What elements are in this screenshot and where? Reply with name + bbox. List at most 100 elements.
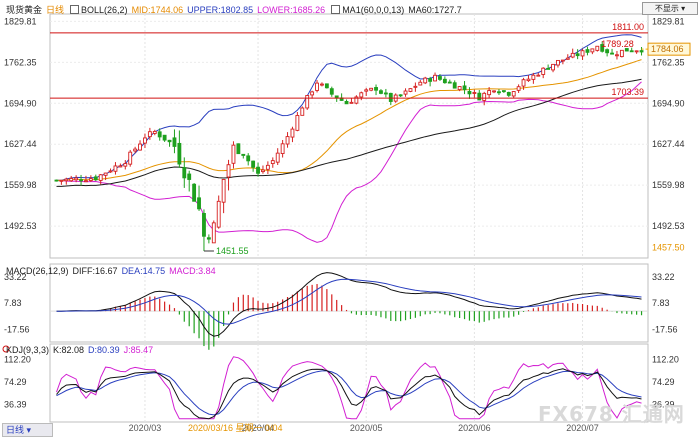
boll-mid-line: [56, 59, 642, 181]
kdj-k: K:82.08: [53, 345, 85, 355]
kdj-j: J:85.47: [123, 345, 154, 355]
candle-body: [270, 160, 275, 165]
candle-body: [261, 169, 265, 173]
candle-body: [516, 86, 521, 91]
boll-lower: LOWER:1685.26: [257, 5, 326, 15]
candle-body: [565, 57, 570, 60]
macd-tick-left: -17.56: [4, 324, 30, 334]
candle-body: [403, 90, 408, 95]
candle-body: [364, 89, 369, 92]
checkbox-icon[interactable]: [70, 5, 80, 14]
candle-body: [147, 131, 152, 138]
candle-body: [349, 101, 354, 104]
hide-indicator-button[interactable]: 不显示 ▾: [642, 2, 698, 15]
candle-body: [221, 179, 226, 203]
macd-dea-line: [56, 278, 642, 325]
boll-lower-line: [56, 81, 642, 243]
candle-body: [595, 45, 600, 51]
candle-body: [320, 83, 324, 86]
macd-dea: DEA:14.75: [121, 266, 166, 276]
candle-body: [452, 82, 457, 89]
crosshair-icon: [2, 345, 10, 353]
main-panel-frame: [49, 13, 649, 259]
candle-body: [241, 153, 246, 156]
macd-tick-left: 33.22: [4, 272, 27, 282]
candle-body: [172, 137, 177, 147]
kdj-tick-right: 74.29: [652, 377, 675, 387]
candle-body: [457, 86, 462, 91]
candle-body: [590, 48, 595, 53]
candle-body: [113, 165, 118, 172]
period-select-button[interactable]: 日线 ▾: [2, 423, 53, 437]
candle-body: [329, 88, 334, 95]
candle-body: [226, 164, 231, 178]
candle-body: [216, 200, 221, 228]
candle-body: [546, 67, 551, 70]
candle-body: [497, 91, 501, 94]
candle-body: [398, 94, 403, 97]
ma-name: MA1(60,0,0,13): [342, 5, 405, 15]
checkbox-icon[interactable]: [331, 5, 341, 14]
candle-body: [615, 54, 619, 57]
candle-body: [133, 148, 138, 152]
candle-body: [54, 179, 59, 182]
x-tick-label: 2020/07: [566, 423, 599, 433]
last-price-tag: [647, 42, 691, 56]
candle-body: [442, 78, 447, 84]
candle-body: [246, 155, 251, 162]
candle-body: [64, 178, 69, 182]
candle-body: [256, 166, 260, 174]
period-tag: 日线: [46, 5, 65, 15]
candle-body: [187, 173, 192, 180]
candle-body: [383, 92, 388, 95]
price-level-label: 1811.00: [612, 22, 644, 32]
macd-tick-right: 33.22: [652, 272, 675, 282]
instrument-name: 现货黄金: [6, 5, 43, 15]
boll-mid: MID:1744.06: [131, 5, 184, 15]
candle-body: [206, 237, 211, 240]
macd-diff-line: [56, 272, 642, 337]
candle-body: [388, 92, 393, 102]
x-tick-label: 2020/03: [129, 423, 162, 433]
candle-body: [157, 131, 162, 138]
y-tick-right: 1694.90: [652, 98, 685, 108]
kdj-tick-left: 74.29: [4, 377, 27, 387]
candle-body: [84, 180, 88, 183]
candle-body: [143, 137, 147, 144]
y-tick-left: 1559.98: [4, 180, 37, 190]
kdj-panel-frame: [49, 343, 649, 423]
candle-body: [423, 77, 428, 84]
candle-body: [285, 136, 290, 145]
candle-body: [379, 90, 383, 94]
candle-body: [418, 81, 423, 86]
candle-body: [531, 74, 536, 80]
price-level-label: 1703.39: [611, 87, 644, 97]
candle-body: [103, 172, 108, 176]
kdj-tick-right: 112.20: [652, 354, 679, 364]
candle-body: [69, 178, 74, 182]
candle-body: [138, 143, 142, 151]
candle-body: [521, 79, 526, 87]
candle-body: [374, 87, 378, 91]
candle-body: [236, 143, 241, 155]
candle-body: [344, 101, 349, 105]
candle-body: [354, 96, 359, 104]
candle-body: [560, 59, 565, 62]
kdj-header: KDJ(9,3,3) K:82.08 D:80.39 J:85.47: [6, 345, 157, 355]
candle-body: [177, 142, 182, 165]
candle-body: [506, 91, 511, 96]
x-tick-label: 2020/06: [458, 423, 491, 433]
y-tick-left: 1762.35: [4, 57, 37, 67]
fx678-logo: FX678 汇通网: [538, 402, 685, 426]
candle-body: [570, 52, 575, 58]
y-tick-left: 1694.90: [4, 98, 37, 108]
candle-body: [211, 222, 216, 244]
candle-body: [580, 50, 585, 57]
boll-name: BOLL(26,2): [81, 5, 128, 15]
boll-upper: UPPER:1802.85: [187, 5, 254, 15]
candle-body: [610, 52, 614, 55]
candle-body: [98, 174, 103, 181]
hide-indicator-label: 不显示: [654, 4, 679, 13]
candle-body: [324, 83, 329, 89]
